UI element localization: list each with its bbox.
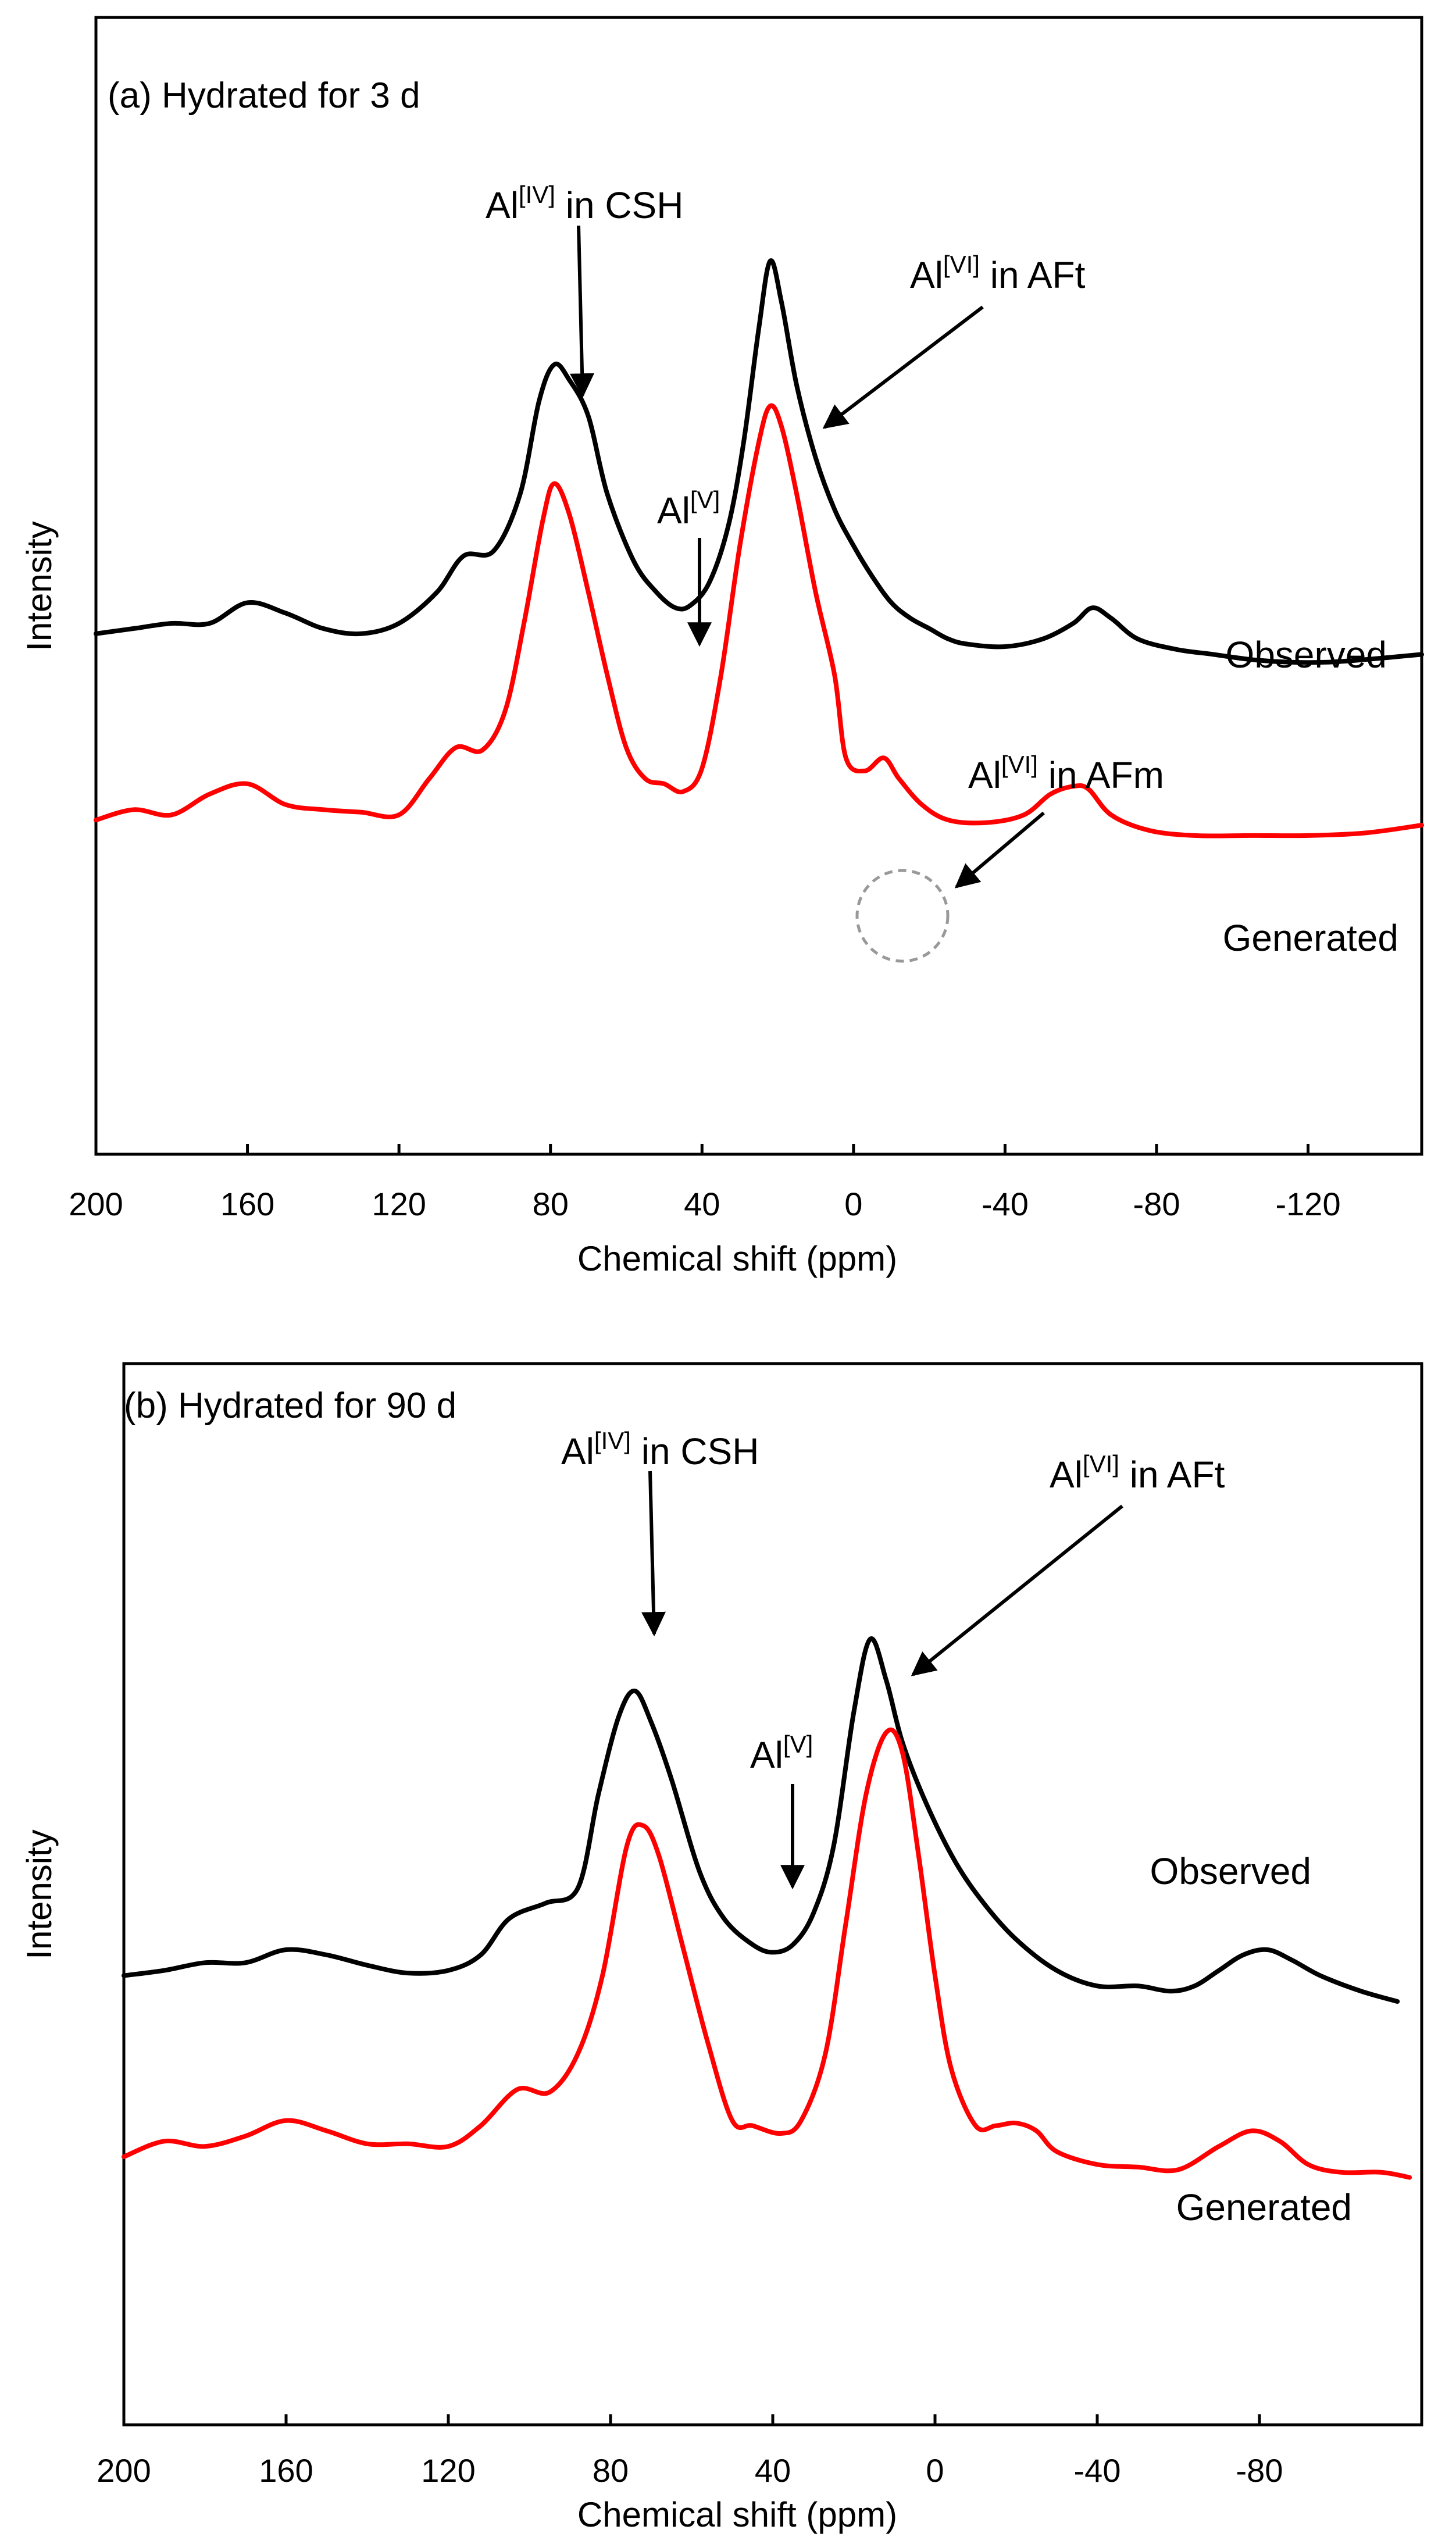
panel-b-annotation-al-vi-aft: Al[VI] in AFt [1050,1450,1225,1496]
panel-b-observed-line [122,1636,1400,2004]
panel-b-annotation-al-iv-csh: Al[IV] in CSH [561,1427,759,1472]
panel-a-series-label-generated: Generated [1223,917,1398,959]
panel-a-x-axis: 200 160 120 80 40 0 -40 -80 -120 [69,1144,1341,1222]
panel-a-xtick-label: -80 [1133,1186,1180,1222]
panel-a-xtick-label: -120 [1276,1186,1341,1222]
panel-a-xlabel: Chemical shift (ppm) [577,1239,897,1278]
panel-a-series [94,258,1424,839]
panel-b: (b) Hydrated for 90 d Intensity Chemical… [20,1362,1423,2534]
panel-a-afm-highlight-circle [855,869,950,963]
panel-a-annotation-al-iv-csh: Al[IV] in CSH [486,181,683,226]
panel-b-series-label-generated: Generated [1176,2186,1352,2228]
panel-b-xtick-label: 200 [97,2452,151,2489]
panel-b-xtick-label: 80 [593,2452,629,2489]
panel-a-frame [94,16,1423,1156]
panel-a-annotation-al-vi-aft: Al[VI] in AFt [910,251,1086,296]
panel-b-frame [122,1362,1423,2427]
panel-a-xtick-label: 200 [69,1186,123,1222]
panel-b-arrow-al-iv-csh [641,1471,666,1637]
panel-b-arrow-al-vi-aft [911,1504,1123,1676]
panel-b-xtick-label: 120 [421,2452,475,2489]
panel-b-generated-line [122,1727,1412,2180]
panel-a-series-label-observed: Observed [1226,634,1387,676]
panel-a-ylabel: Intensity [20,521,59,651]
panel-b-xtick-label: 160 [259,2452,313,2489]
panel-a-annotation-al-v: Al[V] [657,486,720,531]
panel-b-annotation-al-v: Al[V] [750,1731,813,1776]
panel-a-annotation-al-vi-afm: Al[VI] in AFm [968,751,1164,796]
panel-a-xtick-label: 120 [372,1186,426,1222]
panel-b-x-axis: 200 160 120 80 40 0 -40 -80 [97,2414,1283,2489]
panel-a-arrow-al-vi-afm [954,811,1045,889]
panel-b-series [122,1636,1412,2180]
panel-a-xtick-label: 40 [684,1186,720,1222]
panel-a-observed-line [94,258,1424,665]
panel-a-arrow-al-vi-aft [822,305,984,429]
panel-a-label: (a) Hydrated for 3 d [108,76,420,116]
panel-a-xtick-label: 80 [533,1186,569,1222]
panel-b-xtick-label: -40 [1074,2452,1121,2489]
panel-a-xtick-label: 160 [220,1186,274,1222]
panel-b-ylabel: Intensity [20,1829,59,1959]
panel-b-xtick-label: -80 [1236,2452,1283,2489]
panel-a-xtick-label: 0 [844,1186,862,1222]
panel-a-arrow-al-iv-csh [570,225,595,398]
panel-a-xtick-label: -40 [982,1186,1029,1222]
panel-b-xtick-label: 40 [755,2452,791,2489]
panel-a-generated-line [94,403,1424,839]
panel-b-xlabel: Chemical shift (ppm) [577,2495,897,2534]
panel-b-series-label-observed: Observed [1150,1850,1311,1892]
panel-b-xtick-label: 0 [926,2452,944,2489]
panel-a: (a) Hydrated for 3 d Intensity Chemical … [20,16,1424,1278]
panel-b-label: (b) Hydrated for 90 d [124,1386,456,1426]
